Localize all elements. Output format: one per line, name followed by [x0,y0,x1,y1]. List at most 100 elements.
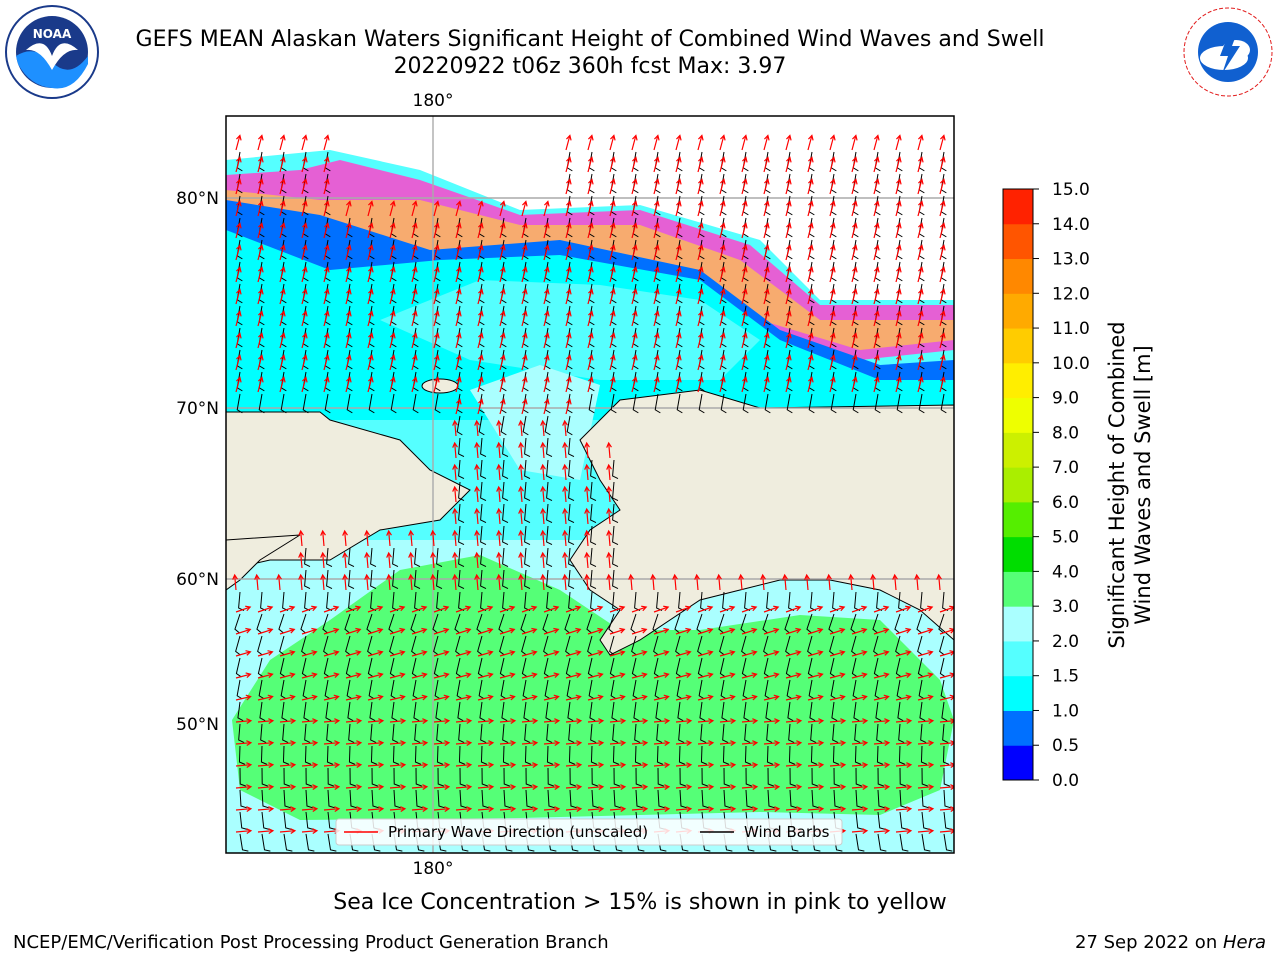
wave-direction-arrow [301,223,307,239]
wave-arrow-head [642,806,649,812]
wind-barb [609,657,616,678]
wave-arrow-head [773,627,780,634]
wave-direction-arrow [433,223,439,239]
wave-arrow-head [763,244,770,251]
wind-barb [454,613,461,634]
wave-arrow-head [452,441,458,448]
wind-barb [740,613,747,634]
wave-direction-arrow [586,553,589,569]
wind-barb [349,789,357,809]
wave-direction-arrow [741,628,757,635]
wave-direction-arrow [498,465,501,481]
wave-direction-arrow [851,245,857,261]
wave-arrow-head [675,156,682,163]
wave-direction-arrow [455,786,471,789]
wave-direction-arrow [235,606,251,613]
wave-arrow-head [741,134,748,141]
wave-arrow-head [763,134,770,141]
wind-barb [435,701,442,722]
wave-arrow-head [839,605,846,612]
wave-direction-arrow [609,651,625,657]
wave-direction-arrow [521,399,527,415]
wave-arrow-head [829,266,836,273]
wave-arrow-head [364,551,370,558]
wave-arrow-head [422,740,429,746]
wind-barb [458,481,465,502]
wave-arrow-head [763,310,770,317]
colorbar-tick-label: 6.0 [1052,493,1079,513]
wave-direction-arrow [476,531,479,547]
wave-arrow-head [543,266,550,273]
wave-arrow-head [257,310,264,317]
wave-arrow-head [355,627,362,634]
wave-arrow-head [675,244,682,251]
wave-arrow-head [587,376,594,383]
colorbar-tick-label: 1.5 [1052,667,1079,687]
wave-arrow-head [575,627,582,634]
wave-arrow-head [367,266,374,273]
colorbar-segment [1003,536,1033,572]
wave-arrow-head [411,266,418,273]
wave-direction-arrow [719,786,735,789]
wave-direction-arrow [345,355,351,371]
wave-arrow-head [245,672,252,679]
wave-arrow-head [653,310,660,317]
wind-barb [679,767,687,787]
wave-direction-arrow [609,673,625,679]
wave-arrow-head [443,672,450,679]
wave-direction-arrow [609,742,625,745]
wave-direction-arrow [257,289,263,305]
title-line-1: GEFS MEAN Alaskan Waters Significant Hei… [135,27,1045,52]
wave-direction-arrow [719,377,725,393]
colorbar-tick-label: 10.0 [1052,354,1090,374]
wind-barb [700,723,707,744]
wave-direction-arrow [455,377,461,393]
wave-arrow-head [620,806,627,812]
wave-direction-arrow [367,355,373,371]
wave-direction-arrow [257,267,263,283]
wave-direction-arrow [323,135,329,151]
wave-arrow-head [587,354,594,361]
wave-direction-arrow [411,651,427,657]
colorbar-segment [1003,397,1033,433]
wave-arrow-head [949,694,954,701]
wave-arrow-head [553,650,560,656]
wave-arrow-head [333,650,340,656]
wave-direction-arrow [301,179,307,195]
wave-arrow-head [609,134,616,141]
wave-arrow-head [917,288,924,295]
wave-direction-arrow [631,628,647,635]
wave-direction-arrow [719,245,725,261]
wave-direction-arrow [895,135,901,151]
wave-direction-arrow [454,575,457,591]
wave-arrow-head [796,740,803,746]
colorbar-tick-label: 2.0 [1052,632,1079,652]
wave-arrow-head [631,134,638,141]
wind-barb [634,745,642,765]
wave-direction-arrow [741,267,747,283]
wave-arrow-head [741,354,748,361]
wave-arrow-head [653,134,660,141]
wave-arrow-head [587,200,594,207]
wave-arrow-head [301,178,308,185]
wave-direction-arrow [697,673,713,679]
wave-arrow-head [562,529,568,536]
wave-direction-arrow [763,764,779,767]
wave-arrow-head [730,718,737,724]
wave-direction-arrow [895,245,901,261]
wave-arrow-head [356,806,363,812]
wave-direction-arrow [719,179,725,195]
wave-direction-arrow [521,606,537,613]
wind-barb [546,503,553,524]
wave-arrow-head [641,672,648,679]
wind-barb [502,723,509,744]
wave-arrow-head [474,507,480,514]
wave-direction-arrow [917,651,933,657]
colorbar-segment [1003,710,1033,746]
wave-arrow-head [840,806,847,812]
colorbar-tick-label: 13.0 [1052,250,1090,270]
wave-direction-arrow [675,377,681,393]
wind-barb [238,745,246,765]
wave-arrow-head [245,650,252,656]
